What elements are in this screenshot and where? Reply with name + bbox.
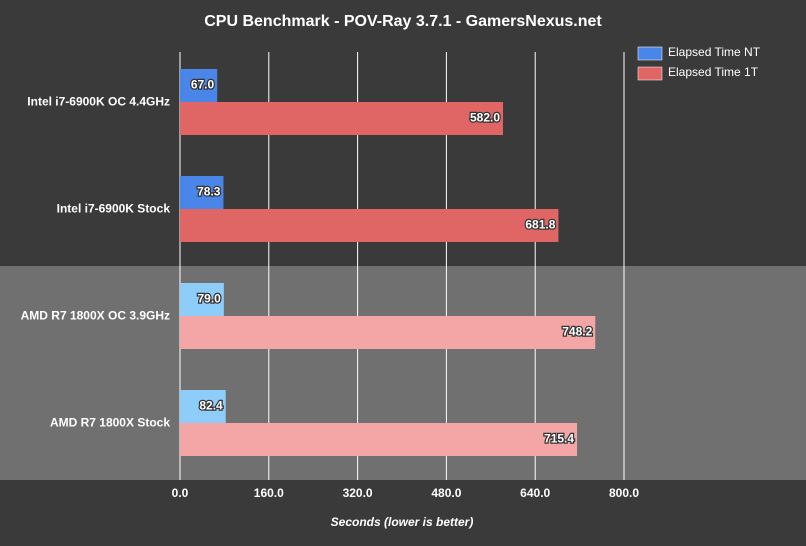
bar [180, 423, 578, 456]
labels: Intel i7-6900K OC 4.4GHz Intel i7-6900K S… [21, 45, 761, 500]
bar [180, 69, 218, 102]
value-label: 78.3 [197, 185, 221, 199]
bar [180, 102, 504, 135]
y-tick-label: AMD R7 1800X Stock [50, 415, 170, 429]
x-tick-label: 160.0 [254, 486, 284, 500]
value-label: 79.0 [197, 292, 221, 306]
value-label: 748.2 [562, 325, 592, 339]
bar [180, 316, 596, 349]
x-tick-label: 800.0 [609, 486, 639, 500]
value-label: 715.4 [544, 432, 574, 446]
x-tick-label: 320.0 [343, 486, 373, 500]
x-tick-label: 640.0 [520, 486, 550, 500]
chart-title: CPU Benchmark - POV-Ray 3.7.1 - GamersNe… [204, 13, 602, 30]
bar [180, 283, 224, 316]
y-tick-label: Intel i7-6900K OC 4.4GHz [27, 94, 170, 108]
value-label: 681.8 [525, 218, 555, 232]
value-label: 82.4 [199, 399, 223, 413]
bar [180, 390, 226, 423]
bar [180, 176, 224, 209]
x-tick-label: 480.0 [431, 486, 461, 500]
legend-label: Elapsed Time 1T [668, 65, 759, 79]
value-label: 67.0 [191, 78, 215, 92]
legend-swatch [637, 66, 663, 81]
bars [180, 69, 596, 456]
x-tick-label: 0.0 [172, 486, 189, 500]
legend-label: Elapsed Time NT [668, 45, 761, 59]
bar [180, 209, 559, 242]
y-tick-label: Intel i7-6900K Stock [57, 201, 171, 215]
y-tick-label: AMD R7 1800X OC 3.9GHz [21, 308, 170, 322]
plot: Intel i7-6900K OC 4.4GHz Intel i7-6900K S… [0, 45, 806, 500]
legend-swatch [637, 46, 663, 61]
value-label: 582.0 [470, 111, 500, 125]
x-axis-title: Seconds (lower is better) [331, 515, 474, 529]
